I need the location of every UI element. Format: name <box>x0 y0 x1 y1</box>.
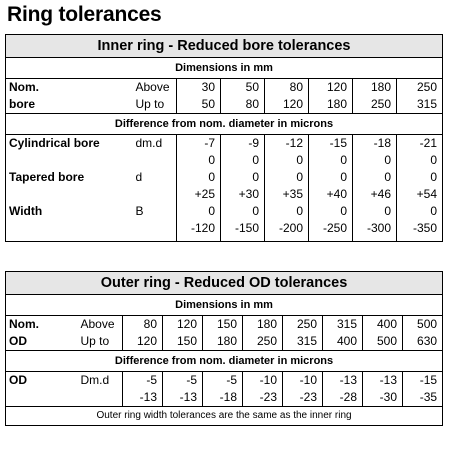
outer-size-col: 180 250 <box>242 315 283 351</box>
outer-diff-col: -5 -13 <box>122 371 163 407</box>
outer-width-note: Outer ring width tolerances are the same… <box>4 406 444 426</box>
outer-diff-col: -5 -13 <box>162 371 203 407</box>
outer-ring-table: Outer ring - Reduced OD tolerances Dimen… <box>4 271 444 426</box>
page-title: Ring tolerances <box>7 3 162 26</box>
outer-diff-col: -5 -18 <box>202 371 243 407</box>
inner-diff-col: -12 0 0 +35 0 -200 <box>264 134 309 242</box>
inner-diff-col: -7 0 0 +25 0 -120 <box>176 134 221 242</box>
outer-diff-col: -13 -30 <box>362 371 403 407</box>
inner-range-label: Above Up to <box>132 78 177 114</box>
inner-size-col: 30 50 <box>176 78 221 114</box>
inner-ring-heading: Inner ring - Reduced bore tolerances <box>5 34 443 58</box>
inner-size-col: 180 250 <box>352 78 397 114</box>
outer-size-col: 80 120 <box>122 315 163 351</box>
inner-ring-table: Inner ring - Reduced bore tolerances Dim… <box>5 34 443 242</box>
outer-diff-col: -15 -35 <box>401 371 444 407</box>
inner-diff-col: -9 0 0 +30 0 -150 <box>220 134 265 242</box>
inner-row-symbols: dm.d d B <box>132 134 177 242</box>
outer-size-col: 500 630 <box>401 315 444 351</box>
outer-range-label: Above Up to <box>77 315 123 351</box>
outer-size-col: 120 150 <box>162 315 203 351</box>
inner-size-col: 50 80 <box>220 78 265 114</box>
inner-diff-col: -15 0 0 +40 0 -250 <box>308 134 353 242</box>
inner-size-col: 120 180 <box>308 78 353 114</box>
outer-row-label: OD <box>5 371 78 407</box>
inner-size-col: 250 315 <box>396 78 443 114</box>
outer-dims-heading: Dimensions in mm <box>4 294 444 316</box>
outer-size-col: 315 400 <box>322 315 363 351</box>
outer-ring-heading: Outer ring - Reduced OD tolerances <box>4 271 444 295</box>
inner-diff-col: -21 0 0 +54 0 -350 <box>396 134 443 242</box>
outer-row-symbol: Dm.d <box>77 371 123 407</box>
outer-size-col: 150 180 <box>202 315 243 351</box>
inner-diff-col: -18 0 0 +46 0 -300 <box>352 134 397 242</box>
inner-size-col: 80 120 <box>264 78 309 114</box>
outer-diff-col: -10 -23 <box>242 371 283 407</box>
inner-dims-heading: Dimensions in mm <box>5 57 443 79</box>
inner-row-labels: Cylindrical bore Tapered bore Width <box>5 134 133 242</box>
outer-size-col: 400 500 <box>362 315 403 351</box>
outer-diff-heading: Difference from nom. diameter in microns <box>4 350 444 372</box>
inner-nom-label: Nom. bore <box>5 78 133 114</box>
outer-nom-label: Nom. OD <box>5 315 78 351</box>
inner-diff-heading: Difference from nom. diameter in microns <box>5 113 443 135</box>
outer-diff-col: -13 -28 <box>322 371 363 407</box>
outer-diff-col: -10 -23 <box>282 371 323 407</box>
outer-size-col: 250 315 <box>282 315 323 351</box>
